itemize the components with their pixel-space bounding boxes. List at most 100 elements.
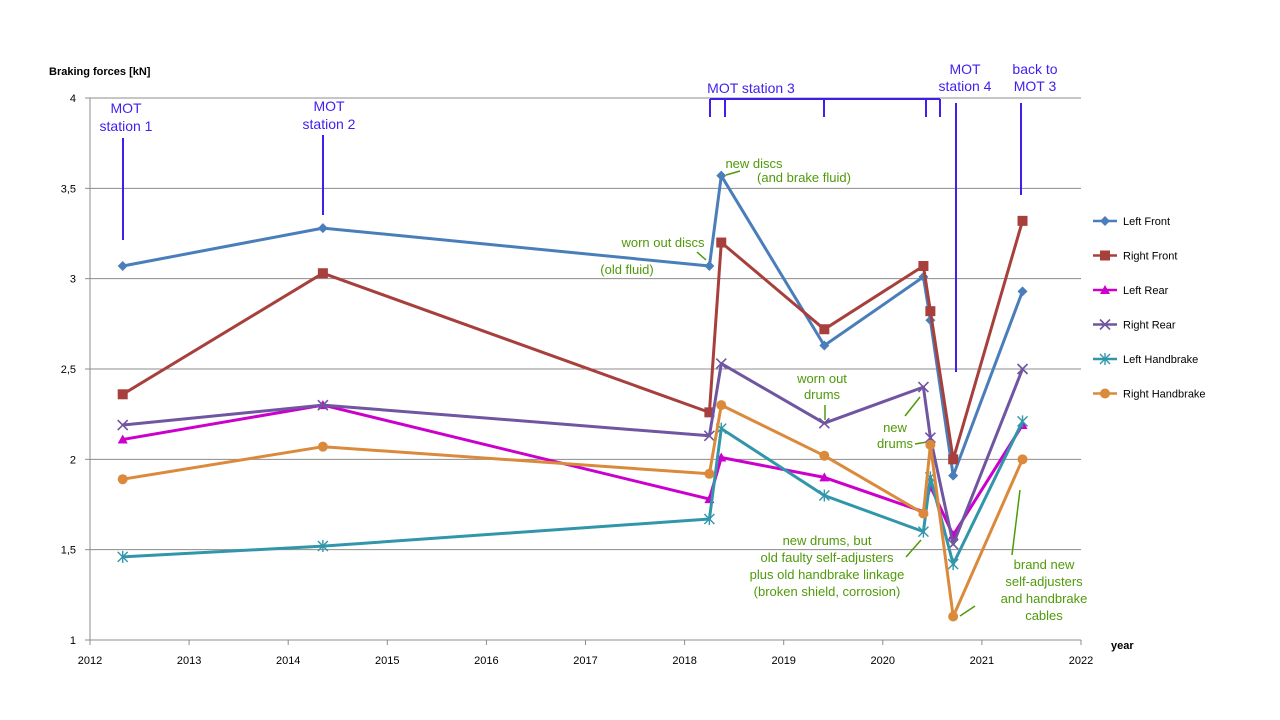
annotation-old-fluid: (old fluid)	[600, 262, 653, 277]
annotation-new-discs: new discs	[725, 156, 783, 171]
x-tick-label: 2016	[474, 655, 498, 667]
x-tick-label: 2020	[871, 655, 895, 667]
data-point	[1016, 363, 1029, 375]
x-tick-label: 2018	[672, 655, 696, 667]
data-point	[819, 472, 830, 482]
data-point	[1017, 286, 1028, 297]
data-point	[1099, 353, 1111, 365]
legend-entry: Left Rear	[1093, 285, 1169, 297]
x-tick-label: 2017	[573, 655, 597, 667]
data-point	[317, 223, 328, 234]
legend-label: Right Rear	[1123, 320, 1176, 332]
x-tick-label: 2019	[771, 655, 795, 667]
data-point	[1100, 250, 1110, 261]
x-tick-label: 2015	[375, 655, 399, 667]
annotation-leader-lines	[122, 98, 1022, 617]
data-point	[117, 419, 129, 431]
y-tick-label: 2	[70, 454, 76, 466]
x-tick-label: 2012	[78, 655, 102, 667]
annotation-back-to-mot-3: back to MOT 3	[1012, 61, 1057, 94]
data-point	[948, 470, 959, 481]
note-leader-line	[905, 539, 922, 558]
data-point	[819, 450, 830, 461]
series-right-handbrake	[117, 400, 1028, 622]
y-tick-label: 3,5	[61, 183, 76, 195]
annotation-mot-station-1: MOT station 1	[100, 100, 153, 134]
data-point	[918, 508, 929, 519]
data-point	[704, 468, 715, 479]
data-point	[1100, 285, 1110, 294]
legend-label: Left Rear	[1123, 285, 1169, 297]
data-point	[947, 558, 959, 571]
annotation-texts: MOT station 1 MOT station 2 MOT station 3 MOT…	[100, 61, 1088, 623]
data-point	[117, 389, 128, 400]
legend-entry: Right Rear	[1093, 318, 1176, 332]
data-point	[925, 306, 936, 317]
legend-entry: Left Front	[1093, 216, 1170, 228]
legend-label: Right Front	[1123, 251, 1177, 263]
y-tick-label: 4	[70, 93, 76, 105]
annotation-worn-out-drums: worn out drums	[796, 371, 847, 402]
x-tick-label: 2022	[1069, 655, 1093, 667]
data-point	[117, 550, 129, 563]
annotation-worn-out-discs: worn out discs	[620, 235, 705, 250]
annotation-mot-station-2: MOT station 2	[303, 98, 356, 132]
data-point	[715, 358, 727, 370]
data-point	[716, 170, 727, 181]
legend-entry: Right Front	[1093, 250, 1177, 263]
y-tick-label: 1,5	[61, 545, 76, 557]
data-point	[924, 432, 936, 444]
x-tick-label: 2013	[177, 655, 201, 667]
x-axis-title: year	[1111, 640, 1134, 652]
data-point	[317, 540, 329, 553]
note-leader-line	[914, 441, 928, 445]
data-point	[703, 512, 715, 525]
data-point	[818, 489, 830, 502]
data-point	[818, 417, 830, 429]
data-point	[1017, 415, 1029, 428]
data-point	[1100, 388, 1110, 399]
data-point	[917, 381, 929, 393]
legend: Left Front Right Front Left Rear Right Rear…	[1093, 216, 1206, 401]
series-layer	[117, 170, 1029, 622]
data-point	[704, 261, 715, 272]
note-leader-line	[725, 170, 741, 176]
data-point	[948, 611, 959, 622]
legend-label: Right Handbrake	[1123, 389, 1206, 401]
annotation-mot-station-4: MOT station 4	[939, 61, 992, 94]
data-point	[1017, 215, 1028, 226]
data-point	[117, 474, 128, 485]
data-point	[317, 399, 329, 411]
data-point	[925, 439, 936, 450]
data-point	[1099, 318, 1111, 331]
y-tick-label: 3	[70, 274, 76, 286]
annotation-new-drums: new drums	[877, 420, 914, 451]
data-point	[1017, 454, 1028, 465]
legend-entry: Left Handbrake	[1093, 353, 1198, 366]
x-tick-label: 2014	[276, 655, 300, 667]
x-tick-label: 2021	[970, 655, 994, 667]
note-leader-line	[959, 605, 976, 617]
data-point	[819, 340, 830, 351]
legend-entry: Right Handbrake	[1093, 388, 1206, 401]
note-leader-line	[904, 396, 921, 417]
y-axis-title: Braking forces [kN]	[49, 66, 151, 78]
data-point	[1100, 216, 1110, 226]
axes: 1 1,5 2 2,5 3 3,5 4 2012 2013 2014 2015 2016 2017 201…	[61, 93, 1094, 667]
data-point	[117, 434, 128, 444]
data-point	[918, 261, 929, 272]
data-point	[704, 407, 715, 418]
note-leader-line	[696, 251, 707, 261]
data-point	[819, 324, 830, 335]
data-point	[317, 441, 328, 452]
data-point	[117, 261, 128, 272]
annotation-brake-fluid: (and brake fluid)	[757, 170, 851, 185]
data-point	[948, 454, 959, 465]
legend-label: Left Handbrake	[1123, 354, 1198, 366]
series-right-front	[117, 215, 1028, 465]
data-point	[716, 400, 727, 411]
note-leader-line	[1011, 489, 1021, 556]
annotation-new-drums-faulty: new drums, but old faulty self-adjusters p…	[750, 533, 905, 599]
data-point	[917, 525, 929, 538]
